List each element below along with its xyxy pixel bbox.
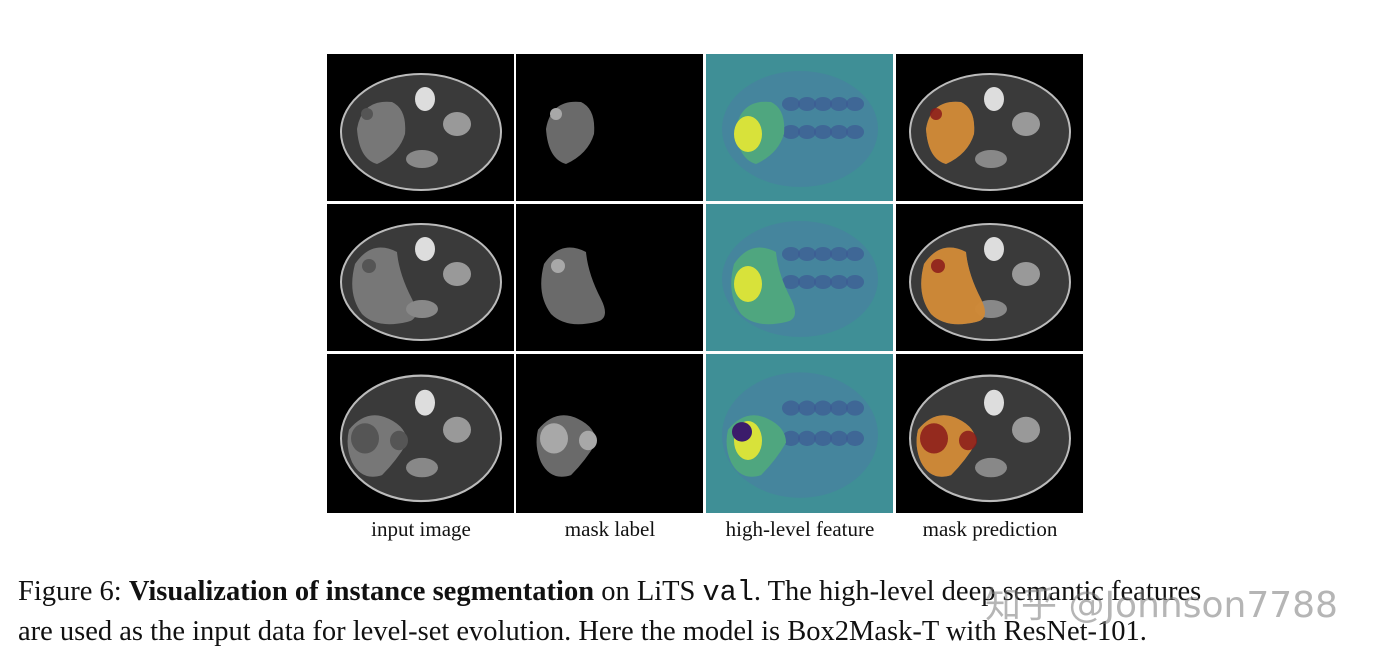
lesion-mask bbox=[579, 430, 597, 451]
hot-spot bbox=[734, 116, 762, 152]
organ bbox=[830, 125, 848, 139]
column-label: mask label bbox=[564, 517, 656, 541]
organ bbox=[443, 262, 471, 286]
spine bbox=[415, 389, 435, 416]
image-panel bbox=[516, 54, 703, 201]
organ bbox=[846, 97, 864, 111]
organ bbox=[830, 400, 848, 416]
spine bbox=[984, 237, 1004, 261]
organ bbox=[782, 97, 800, 111]
organ bbox=[814, 400, 832, 416]
spine bbox=[984, 87, 1004, 111]
image-grid bbox=[327, 54, 1083, 513]
organ bbox=[814, 97, 832, 111]
organ bbox=[782, 247, 800, 261]
organ bbox=[443, 416, 471, 443]
lesion-mask bbox=[551, 259, 565, 273]
panel-bg bbox=[516, 54, 703, 201]
organ bbox=[406, 150, 438, 168]
hot-spot bbox=[734, 266, 762, 302]
lesion-prediction bbox=[931, 259, 945, 273]
lesion bbox=[351, 423, 379, 454]
organ bbox=[782, 275, 800, 289]
lesion bbox=[361, 108, 373, 120]
organ bbox=[798, 275, 816, 289]
image-panel bbox=[896, 204, 1083, 351]
organ bbox=[406, 457, 438, 478]
organ bbox=[782, 125, 800, 139]
caption-segment: Visualization of instance segmentation bbox=[128, 576, 595, 607]
spine bbox=[984, 389, 1004, 416]
organ bbox=[830, 247, 848, 261]
lesion-prediction bbox=[930, 108, 942, 120]
organ bbox=[814, 247, 832, 261]
organ bbox=[1012, 112, 1040, 136]
organ bbox=[1012, 262, 1040, 286]
caption-segment: val bbox=[702, 576, 754, 609]
image-panel bbox=[706, 204, 893, 351]
image-panel bbox=[327, 354, 514, 513]
image-panel bbox=[896, 354, 1083, 513]
organ bbox=[814, 275, 832, 289]
organ bbox=[830, 97, 848, 111]
organ bbox=[846, 430, 864, 446]
organ bbox=[814, 430, 832, 446]
cold-spot bbox=[732, 422, 752, 442]
caption-segment: Figure 6: bbox=[18, 576, 129, 607]
organ bbox=[830, 275, 848, 289]
column-label: mask prediction bbox=[922, 517, 1058, 541]
caption-line: Figure 6: Visualization of instance segm… bbox=[18, 576, 1201, 609]
lesion bbox=[390, 430, 408, 451]
organ bbox=[830, 430, 848, 446]
organ bbox=[814, 125, 832, 139]
organ bbox=[846, 400, 864, 416]
image-panel bbox=[327, 54, 514, 201]
organ bbox=[782, 430, 800, 446]
image-panel bbox=[327, 204, 514, 351]
organ bbox=[798, 400, 816, 416]
organ bbox=[798, 247, 816, 261]
organ bbox=[975, 457, 1007, 478]
organ bbox=[798, 97, 816, 111]
image-panel bbox=[516, 204, 703, 351]
image-panel bbox=[706, 54, 893, 201]
caption-segment: . The high-level deep semantic features bbox=[753, 576, 1202, 607]
image-panel bbox=[516, 354, 703, 513]
organ bbox=[782, 400, 800, 416]
lesion-prediction bbox=[920, 423, 948, 454]
spine bbox=[415, 237, 435, 261]
organ bbox=[846, 275, 864, 289]
organ bbox=[975, 150, 1007, 168]
organ bbox=[798, 125, 816, 139]
column-label: input image bbox=[371, 517, 471, 541]
lesion-mask bbox=[540, 423, 568, 454]
lesion bbox=[362, 259, 376, 273]
organ bbox=[443, 112, 471, 136]
lesion-mask bbox=[550, 108, 562, 120]
lesion-prediction bbox=[959, 430, 977, 451]
image-panel bbox=[706, 354, 893, 513]
column-label: high-level feature bbox=[725, 517, 875, 541]
organ bbox=[846, 125, 864, 139]
spine bbox=[415, 87, 435, 111]
organ bbox=[1012, 416, 1040, 443]
organ bbox=[846, 247, 864, 261]
organ bbox=[406, 300, 438, 318]
caption-segment: on LiTS bbox=[594, 576, 703, 607]
organ bbox=[798, 430, 816, 446]
caption-line: are used as the input data for level-set… bbox=[18, 616, 1147, 647]
watermark: 知乎 @Johnson7788 bbox=[985, 585, 1338, 626]
image-panel bbox=[896, 54, 1083, 201]
